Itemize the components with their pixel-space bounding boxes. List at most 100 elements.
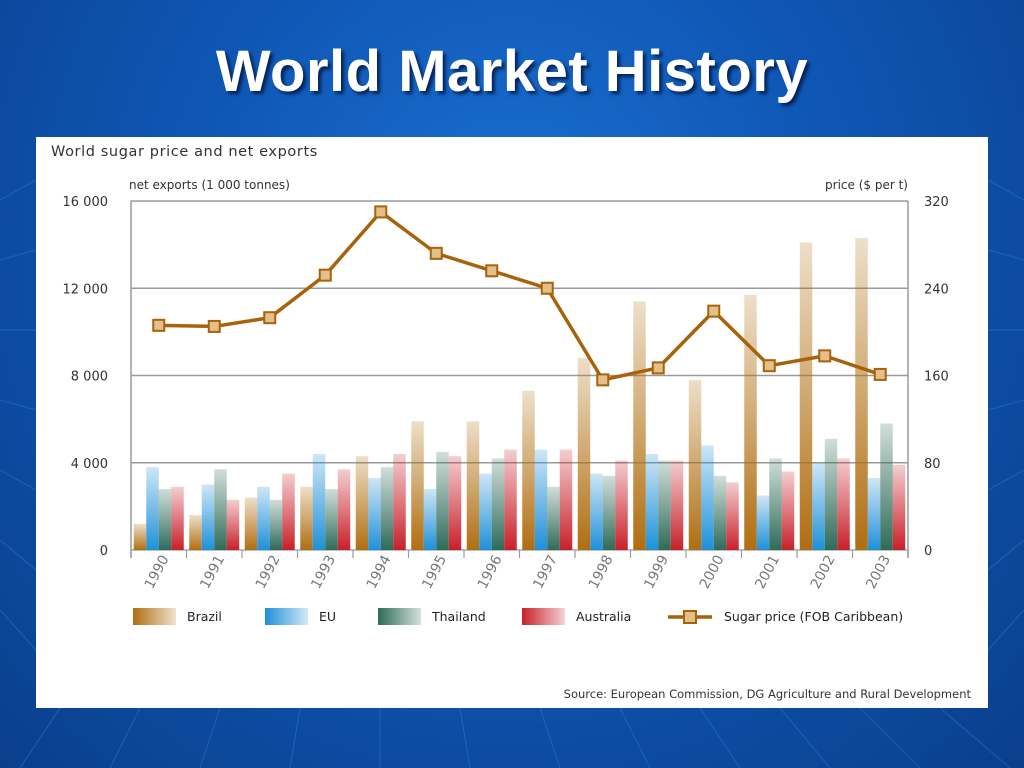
bar-eu [590,473,603,550]
price-marker [596,373,610,387]
bar-eu [756,495,770,550]
bar-brazil [300,486,313,550]
chart-title: World sugar price and net exports [51,144,318,160]
bar-eu [479,473,492,550]
y-left-tick-label: 12 000 [63,282,109,297]
bar-thailand [880,423,893,550]
bar-thailand [325,488,338,550]
legend-swatch-brazil [133,608,176,625]
y-left-tick-label: 16 000 [63,195,109,210]
bar-eu [867,478,881,550]
bar-eu [534,449,548,550]
x-tick-label: 1999 [641,553,672,592]
bar-brazil [577,358,591,550]
bar-eu [312,454,326,550]
y-right-tick-label: 160 [924,370,949,385]
price-marker [263,311,277,325]
x-tick-label: 1992 [253,553,284,592]
source-note: Source: European Commission, DG Agricult… [564,687,972,701]
x-tick-label: 2001 [752,553,783,592]
bar-brazil [466,421,480,550]
y-left-tick-label: 0 [100,544,108,559]
bar-eu [812,462,825,550]
y-left-axis-label: net exports (1 000 tonnes) [129,178,290,192]
bar-australia [559,449,573,550]
legend-swatch-eu [265,608,308,625]
bar-australia [504,449,517,550]
bar-thailand [436,451,449,550]
x-tick-label: 1994 [364,553,395,592]
y-right-tick-label: 320 [924,195,949,210]
bar-eu [368,478,381,550]
legend-swatch-thailand [378,608,421,625]
price-marker [651,361,665,375]
sugar-chart: World sugar price and net exports net ex… [51,144,972,701]
bar-australia [448,456,462,550]
bar-brazil [522,390,535,550]
x-tick-label: 1998 [586,553,617,592]
legend-label-eu: EU [319,609,336,624]
bar-eu [201,484,215,550]
price-marker [540,281,554,295]
bar-australia [615,460,628,550]
bar-brazil [799,242,813,550]
legend-swatch-australia [522,608,565,625]
bar-brazil [744,294,757,550]
x-tick-label: 1997 [530,553,561,592]
legend-label-australia: Australia [576,609,631,624]
bar-eu [701,445,714,550]
price-line [158,210,881,382]
y-left-tick-label: 4 000 [71,457,108,472]
bar-australia [393,454,406,550]
chart-panel: World sugar price and net exports net ex… [36,137,988,708]
slide-title: World Market History [215,39,809,104]
price-marker [762,359,776,373]
bar-eu [645,454,659,550]
bar-thailand [602,475,616,550]
y-left-tick-label: 8 000 [71,370,108,385]
bar-brazil [133,523,147,550]
price-marker [429,246,443,260]
bar-thailand [380,467,394,550]
price-marker [207,319,221,333]
bar-australia [171,486,184,550]
bar-australia [892,464,906,550]
bar-brazil [633,301,646,550]
x-tick-label: 1993 [308,553,339,592]
legend-swatch-price-marker [683,610,697,624]
bar-brazil [411,421,424,550]
price-marker [374,205,388,219]
bar-eu [146,467,159,550]
y-right-tick-label: 240 [924,282,949,297]
bar-thailand [158,488,172,550]
bar-thailand [269,499,283,550]
bar-australia [670,460,684,550]
bar-thailand [658,460,671,550]
legend-label-brazil: Brazil [187,609,222,624]
y-right-tick-label: 80 [924,457,941,472]
bar-brazil [244,497,258,550]
bar-eu [423,488,437,550]
x-tick-label: 2000 [697,553,728,592]
bar-australia [282,473,295,550]
price-marker [485,264,499,278]
legend-label-sugar-price: Sugar price (FOB Caribbean) [724,609,903,624]
bar-brazil [189,515,202,550]
x-tick-label: 1990 [142,553,173,592]
price-marker [152,318,166,332]
bar-thailand [824,438,838,550]
bar-thailand [713,475,727,550]
x-tick-label: 2003 [863,553,894,592]
bar-australia [726,482,739,550]
price-marker [873,367,887,381]
y-right-axis-label: price ($ per t) [825,178,908,192]
y-right-tick-label: 0 [924,544,932,559]
price-marker [318,268,332,282]
x-tick-label: 2002 [808,553,839,592]
bar-thailand [547,486,560,550]
legend-label-thailand: Thailand [431,609,486,624]
bar-australia [337,469,351,550]
bar-australia [226,499,240,550]
bar-thailand [491,458,505,550]
